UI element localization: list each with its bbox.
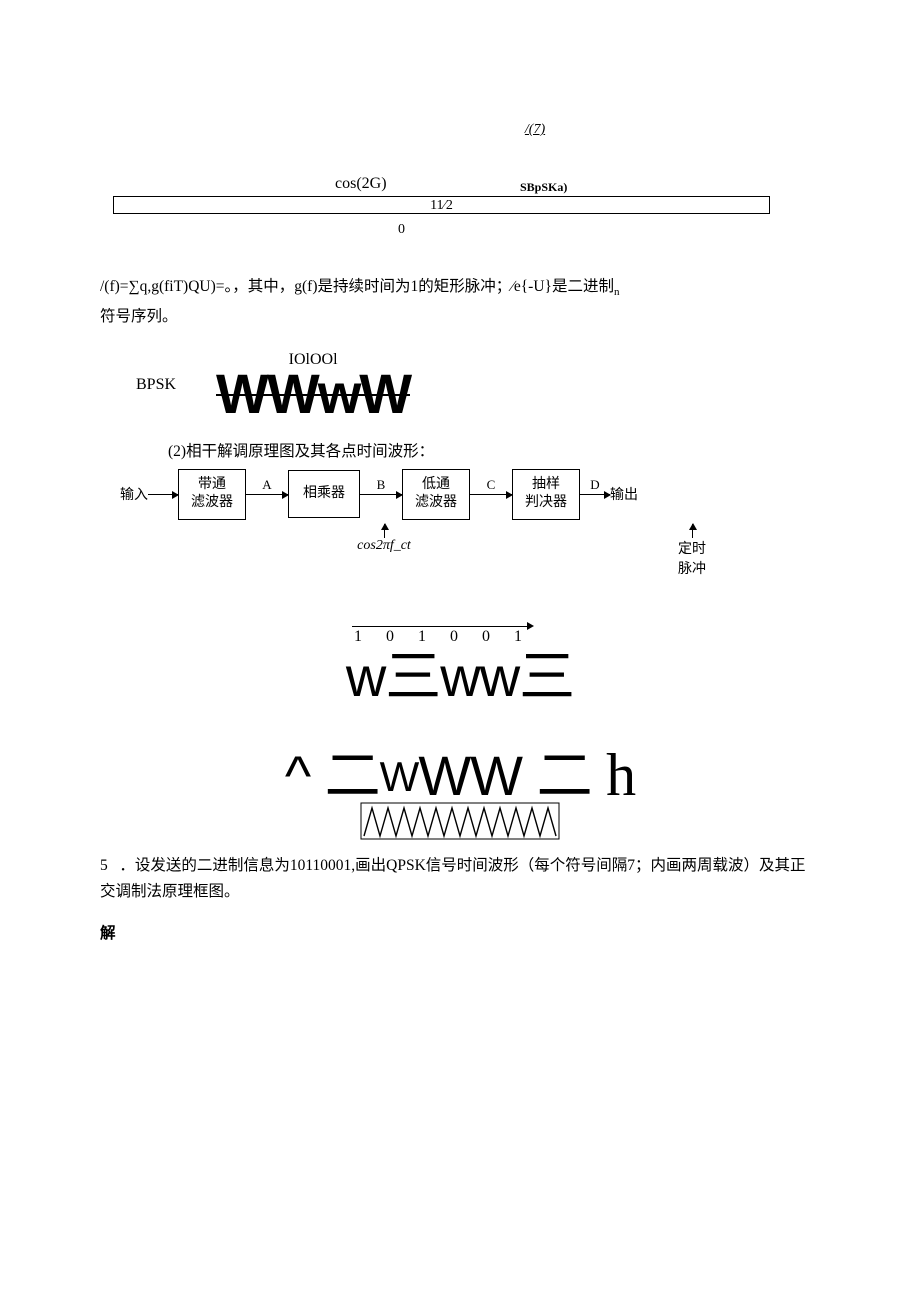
label-d: D (590, 477, 599, 493)
arrow-b: B (360, 494, 402, 495)
box-sampler-l2: 判决器 (525, 495, 567, 510)
bpsk-row: BPSK IOlOOl WWwW (100, 351, 820, 419)
box-sampler-l1: 抽样 (532, 477, 560, 492)
arrow-d: D (580, 494, 610, 495)
arrow-in (148, 494, 178, 495)
answer-label: 解 (100, 921, 820, 943)
box-sampler: 抽样 判决器 (512, 469, 580, 519)
para1-line1: /(f)=∑q,g(fiT)QU)=。，其中，g(f)是持续时间为1的矩形脉冲；… (100, 278, 614, 295)
question-5: 5 ．设发送的二进制信息为10110001,画出QPSK信号时间波形（每个符号间… (100, 853, 820, 906)
output-label: 输出 (610, 484, 638, 504)
bit-1: 0 (386, 628, 394, 645)
arrow-c: C (470, 494, 512, 495)
up-arrow-icon (692, 524, 693, 538)
bit-4: 0 (482, 628, 490, 645)
sbp-label: SBpSKa) (520, 180, 567, 195)
bit-5: 1 (514, 628, 522, 645)
zigzag-icon (360, 802, 560, 840)
top-f-label: /(7) (250, 120, 820, 138)
under-clock-l2: 脉冲 (678, 562, 706, 577)
bit-2: 1 (418, 628, 426, 645)
label-a: A (262, 477, 271, 493)
label-b: B (377, 477, 386, 493)
under-clock: 定时 脉冲 (664, 524, 720, 578)
q5-number: 5 (100, 857, 108, 874)
bit-0: 1 (354, 628, 362, 645)
input-label: 输入 (120, 484, 148, 504)
box-bandpass: 带通 滤波器 (178, 469, 246, 519)
waveform-glyph: WWwW (216, 369, 410, 419)
arrowhead-icon (527, 622, 534, 630)
box-bandpass-l2: 滤波器 (191, 495, 233, 510)
zero-label: 0 (398, 222, 405, 238)
bpsk-label: BPSK (136, 376, 176, 394)
heading-2: (2)相干解调原理图及其各点时间波形： (168, 439, 820, 461)
fraction-box: 11⁄2 (113, 196, 770, 214)
cos-label: cos(2G) (335, 175, 387, 193)
box-lowpass: 低通 滤波器 (402, 469, 470, 519)
under-clock-l1: 定时 (678, 542, 706, 557)
bit-sequence: 1 0 1 0 0 1 (352, 628, 528, 646)
bpsk-big-glyphs: WWwW (216, 369, 410, 419)
box-bandpass-l1: 带通 (198, 477, 226, 492)
bit-3: 0 (450, 628, 458, 645)
para1-sub-n: n (614, 286, 620, 298)
diagram-under-row: cos2πf_ct 定时 脉冲 (120, 524, 820, 578)
under-cos: cos2πf_ct (344, 524, 424, 578)
para1-line2: 符号序列。 (100, 308, 178, 325)
under-cos-text: cos2πf_ct (357, 538, 411, 553)
waveform-row-2: ^ 二WWW 二 h (100, 731, 820, 812)
box-lowpass-l2: 滤波器 (415, 495, 457, 510)
q5-text: ．设发送的二进制信息为10110001,画出QPSK信号时间波形（每个符号间隔7… (100, 857, 806, 900)
box-multiplier: 相乘器 (288, 470, 360, 518)
up-arrow-icon (384, 524, 385, 538)
block-diagram: 输入 带通 滤波器 A 相乘器 B 低通 滤波器 C 抽样 判决器 D 输出 (120, 469, 820, 519)
paragraph-1: /(f)=∑q,g(fiT)QU)=。，其中，g(f)是持续时间为1的矩形脉冲；… (100, 273, 820, 331)
box-lowpass-l1: 低通 (422, 477, 450, 492)
f-label-text: /(7) (525, 122, 545, 137)
zigzag-waveform (100, 802, 820, 845)
label-c: C (487, 477, 496, 493)
bpsk-waveform: IOlOOl WWwW (216, 351, 410, 419)
arrow-a: A (246, 494, 288, 495)
